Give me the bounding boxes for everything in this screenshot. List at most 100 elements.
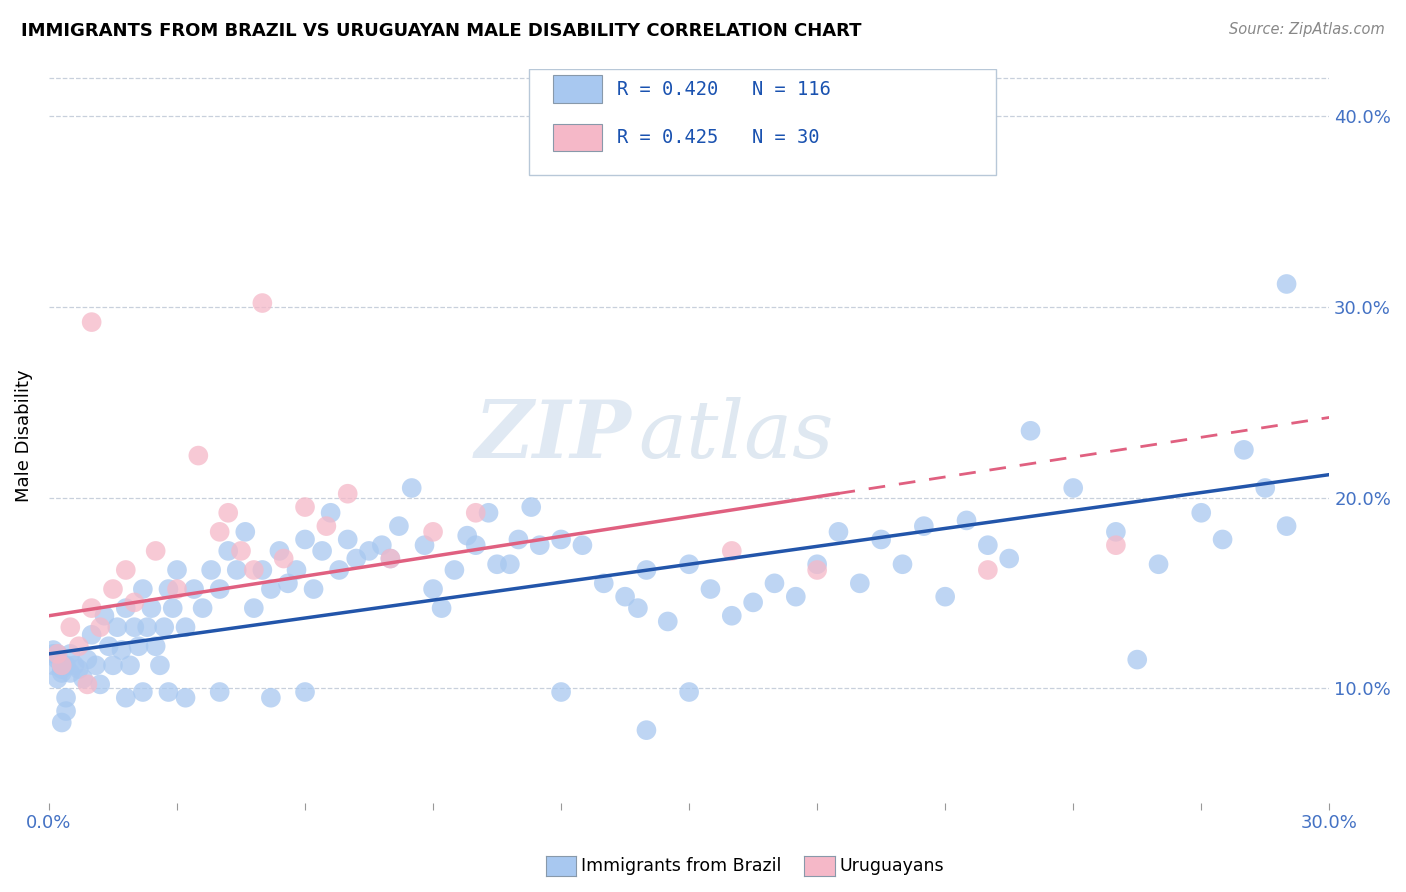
Point [76,652,98,666]
Point [166,563,188,577]
Point [200,563,222,577]
Point [477,506,499,520]
Point [162,601,184,615]
Point [63,658,86,673]
Point [157,685,180,699]
Point [319,506,342,520]
Point [174,620,197,634]
Text: Uruguayans: Uruguayans [839,857,943,875]
Point [499,558,522,572]
Point [145,639,167,653]
Point [636,563,658,577]
Point [1212,533,1234,547]
Point [311,544,333,558]
Point [149,658,172,673]
Point [1126,652,1149,666]
Point [806,558,828,572]
Point [124,620,146,634]
Point [89,620,111,634]
Point [114,601,136,615]
Point [550,533,572,547]
Point [51,662,73,676]
Point [105,620,128,634]
Point [380,551,402,566]
Point [380,551,402,566]
Point [46,652,69,666]
Text: ZIP: ZIP [475,397,631,475]
Bar [554,75,602,103]
Point [243,563,266,577]
Point [42,658,65,673]
Point [145,544,167,558]
Point [1275,277,1298,291]
Point [785,590,807,604]
Point [1189,506,1212,520]
Point [592,576,614,591]
Point [486,558,509,572]
Point [93,608,115,623]
Point [720,544,742,558]
Point [229,544,252,558]
Point [277,576,299,591]
Point [315,519,337,533]
Point [80,628,103,642]
Point [849,576,872,591]
Point [508,533,530,547]
Point [128,639,150,653]
Point [422,582,444,596]
Point [252,563,274,577]
Text: Source: ZipAtlas.com: Source: ZipAtlas.com [1229,22,1385,37]
Point [1254,481,1277,495]
Point [46,672,69,686]
Point [977,563,1000,577]
Point [1147,558,1170,572]
Point [114,563,136,577]
Point [187,449,209,463]
Point [934,590,956,604]
FancyBboxPatch shape [529,69,997,175]
Point [344,551,367,566]
Point [114,690,136,705]
Point [614,590,637,604]
Point [51,715,73,730]
Point [233,524,256,539]
Point [1019,424,1042,438]
Point [260,690,283,705]
Point [294,500,316,514]
Point [806,563,828,577]
Point [208,582,231,596]
Point [217,544,239,558]
Point [136,620,159,634]
Point [84,658,107,673]
Point [294,533,316,547]
Point [870,533,893,547]
Point [520,500,543,514]
Point [371,538,394,552]
Point [55,704,77,718]
Point [46,647,69,661]
Point [252,296,274,310]
Point [464,538,486,552]
Point [678,558,700,572]
Point [269,544,291,558]
Point [59,665,82,680]
Point [678,685,700,699]
Point [636,723,658,738]
Point [260,582,283,596]
Point [42,643,65,657]
Point [763,576,786,591]
Point [67,639,90,653]
Point [89,677,111,691]
Point [166,582,188,596]
Point [336,486,359,500]
Point [67,662,90,676]
Point [243,601,266,615]
Point [132,685,155,699]
Point [720,608,742,623]
Point [46,647,69,661]
Point [413,538,436,552]
Point [1275,519,1298,533]
Point [80,601,103,615]
Point [357,544,380,558]
Point [977,538,1000,552]
